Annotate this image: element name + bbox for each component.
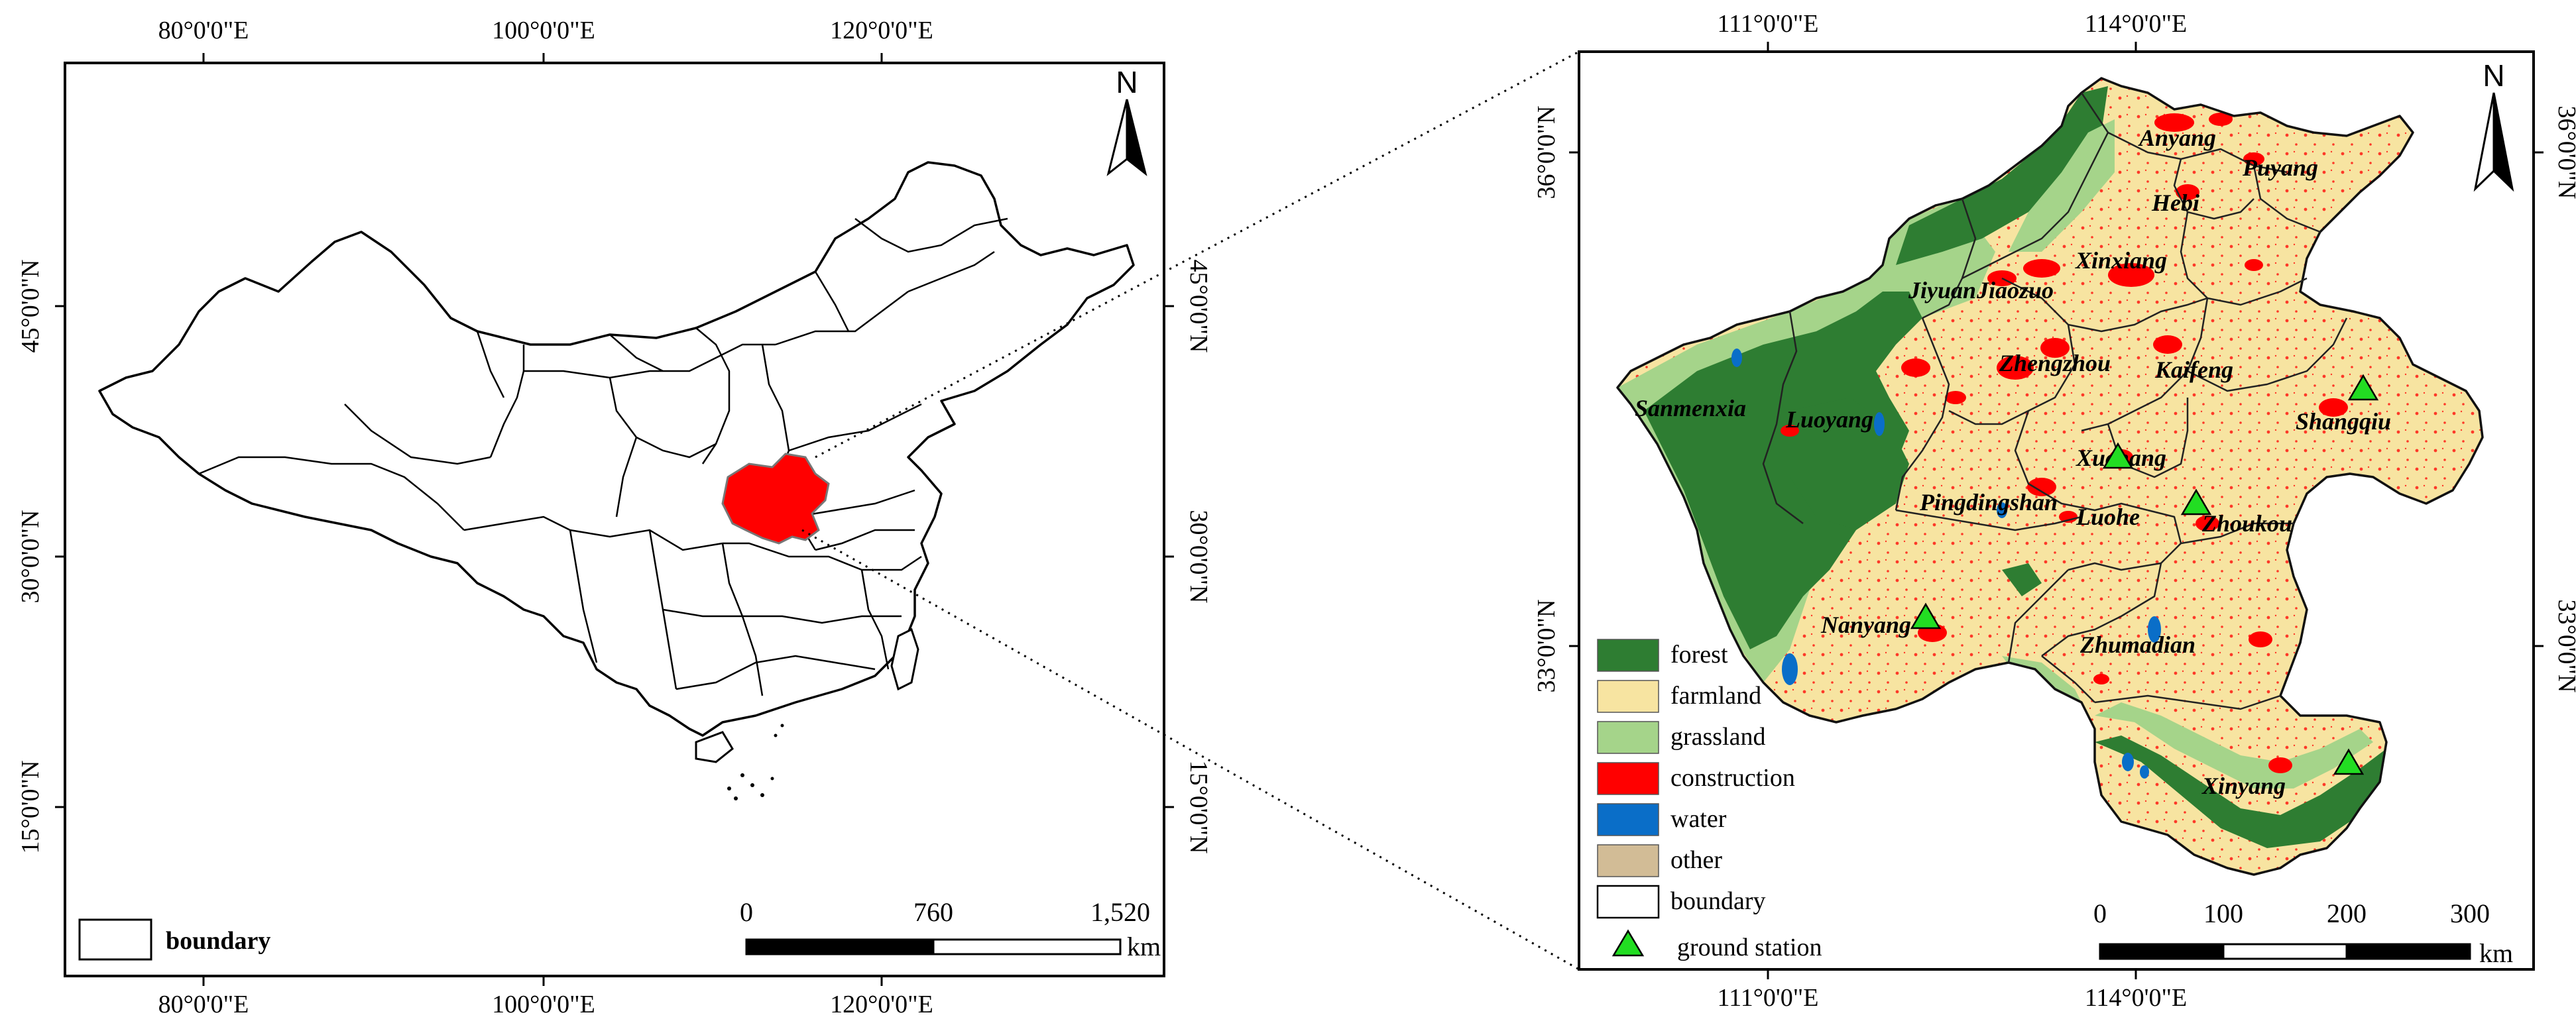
left-y-tick-left-2: 30°0'0"N bbox=[17, 510, 44, 604]
zoom-connector-lines bbox=[801, 50, 1580, 971]
left-x-tick-top-3: 120°0'0"E bbox=[830, 17, 933, 44]
legend-label-other: other bbox=[1670, 846, 1722, 874]
left-north-label: N bbox=[1116, 65, 1138, 99]
left-scale-label-1: 760 bbox=[913, 897, 953, 927]
left-scale-label-0: 0 bbox=[740, 897, 753, 927]
right-map-tick-marks bbox=[1569, 42, 2544, 979]
henan-province-highlight bbox=[721, 453, 830, 545]
left-x-tick-bottom-2: 100°0'0"E bbox=[492, 991, 595, 1018]
left-y-tick-right-1: 45°0'0"N bbox=[1185, 260, 1212, 353]
ground-station-marker bbox=[2102, 442, 2134, 469]
left-scale-unit: km bbox=[1127, 932, 1161, 961]
city-label-luoyang: Luoyang bbox=[1785, 406, 1873, 433]
right-y-tick-left-1: 36°0'0"N bbox=[1533, 106, 1560, 199]
right-north-label: N bbox=[2483, 58, 2504, 93]
legend-swatch-farmland bbox=[1597, 680, 1659, 713]
right-scale-label-0: 0 bbox=[2093, 898, 2107, 928]
right-scale-unit: km bbox=[2479, 938, 2513, 968]
city-label-jiaozuo: Jiaozuo bbox=[1976, 277, 2054, 303]
city-label-jiyuan: Jiyuan bbox=[1908, 277, 1976, 303]
legend-label-farmland: farmland bbox=[1670, 682, 1761, 710]
legend-swatch-construction bbox=[1597, 762, 1659, 795]
right-x-tick-top-1: 111°0'0"E bbox=[1718, 10, 1819, 38]
legend-label-construction: construction bbox=[1670, 764, 1795, 792]
south-sea-islands bbox=[727, 724, 784, 800]
city-label-zhengzhou: Zhengzhou bbox=[1999, 350, 2111, 376]
city-label-hebi: Hebi bbox=[2151, 190, 2199, 216]
city-label-shangqiu: Shangqiu bbox=[2296, 408, 2391, 435]
legend-label-boundary: boundary bbox=[1670, 887, 1766, 915]
right-y-tick-right-1: 36°0'0"N bbox=[2553, 106, 2576, 199]
ground-station-marker bbox=[2347, 374, 2379, 401]
left-scale-label-2: 1,520 bbox=[1090, 897, 1150, 927]
right-y-tick-right-2: 33°0'0"N bbox=[2553, 600, 2576, 693]
right-scale-label-1: 100 bbox=[2203, 898, 2243, 928]
hainan-island bbox=[695, 731, 734, 763]
city-label-xinxiang: Xinxiang bbox=[2075, 247, 2167, 274]
ground-station-marker bbox=[1910, 602, 1942, 629]
legend-swatch-ground-station bbox=[1611, 929, 1645, 957]
left-y-tick-right-2: 30°0'0"N bbox=[1185, 510, 1212, 604]
right-x-tick-bottom-2: 114°0'0"E bbox=[2085, 984, 2187, 1012]
right-y-tick-left-2: 33°0'0"N bbox=[1533, 600, 1560, 693]
city-label-luohe: Luohe bbox=[2076, 504, 2140, 530]
left-map: 80°0'0"E 100°0'0"E 120°0'0"E 80°0'0"E 10… bbox=[17, 17, 1212, 1018]
city-label-sanmenxia: Sanmenxia bbox=[1635, 395, 1746, 421]
legend-label-ground-station: ground station bbox=[1677, 934, 1822, 961]
legend-label-water: water bbox=[1670, 805, 1727, 833]
right-x-tick-bottom-1: 111°0'0"E bbox=[1718, 984, 1819, 1012]
china-outline bbox=[98, 161, 1135, 737]
taiwan-island bbox=[890, 627, 919, 691]
legend-swatch-boundary bbox=[1596, 885, 1660, 919]
legend-label-forest: forest bbox=[1670, 641, 1728, 669]
left-y-tick-right-3: 15°0'0"N bbox=[1185, 761, 1212, 854]
left-legend: boundary bbox=[78, 918, 270, 961]
city-labels: Anyang Puyang Hebi Xinxiang Jiyuan Jiaoz… bbox=[1635, 125, 2391, 799]
city-label-pingdingshan: Pingdingshan bbox=[1919, 489, 2058, 516]
henan-outline bbox=[1616, 77, 2484, 876]
city-label-kaifeng: Kaifeng bbox=[2154, 356, 2233, 383]
legend-label-grassland: grassland bbox=[1670, 723, 1766, 751]
city-label-nanyang: Nanyang bbox=[1820, 612, 1911, 638]
city-label-puyang: Puyang bbox=[2242, 154, 2318, 181]
left-x-tick-bottom-1: 80°0'0"E bbox=[158, 991, 249, 1018]
right-map: 111°0'0"E 114°0'0"E 111°0'0"E 114°0'0"E … bbox=[1533, 10, 2576, 1012]
city-label-zhumadian: Zhumadian bbox=[2079, 631, 2195, 658]
left-legend-boundary-swatch bbox=[78, 918, 152, 961]
left-x-tick-top-1: 80°0'0"E bbox=[158, 17, 249, 44]
ground-station-marker bbox=[2180, 488, 2212, 516]
legend-swatch-forest bbox=[1597, 639, 1659, 672]
left-x-tick-top-2: 100°0'0"E bbox=[492, 17, 595, 44]
right-scale-label-2: 200 bbox=[2327, 898, 2367, 928]
city-label-xinyang: Xinyang bbox=[2201, 773, 2286, 799]
left-north-arrow: N bbox=[1106, 65, 1147, 176]
right-scale-label-3: 300 bbox=[2450, 898, 2490, 928]
ground-stations bbox=[1910, 374, 2379, 775]
ground-station-marker bbox=[2333, 748, 2365, 775]
right-x-tick-top-2: 114°0'0"E bbox=[2085, 10, 2187, 38]
city-boundaries bbox=[1762, 92, 2348, 710]
legend-swatch-other bbox=[1597, 844, 1659, 877]
left-map-tick-marks bbox=[55, 53, 1174, 986]
right-north-arrow: N bbox=[2473, 58, 2514, 192]
left-x-tick-bottom-3: 120°0'0"E bbox=[830, 991, 933, 1018]
right-scale-bar: 0 100 200 300 km bbox=[2093, 898, 2513, 968]
left-y-tick-left-1: 45°0'0"N bbox=[17, 260, 44, 353]
legend-swatch-water bbox=[1597, 803, 1659, 836]
legend-swatch-grassland bbox=[1597, 721, 1659, 754]
city-label-zhoukou: Zhoukou bbox=[2201, 510, 2292, 537]
left-scale-bar: 0 760 1,520 km bbox=[740, 897, 1161, 961]
left-legend-boundary-label: boundary bbox=[166, 927, 270, 955]
city-label-anyang: Anyang bbox=[2138, 125, 2216, 151]
left-y-tick-left-3: 15°0'0"N bbox=[17, 761, 44, 854]
right-legend: forest farmland grassland construction w… bbox=[1596, 639, 1822, 961]
